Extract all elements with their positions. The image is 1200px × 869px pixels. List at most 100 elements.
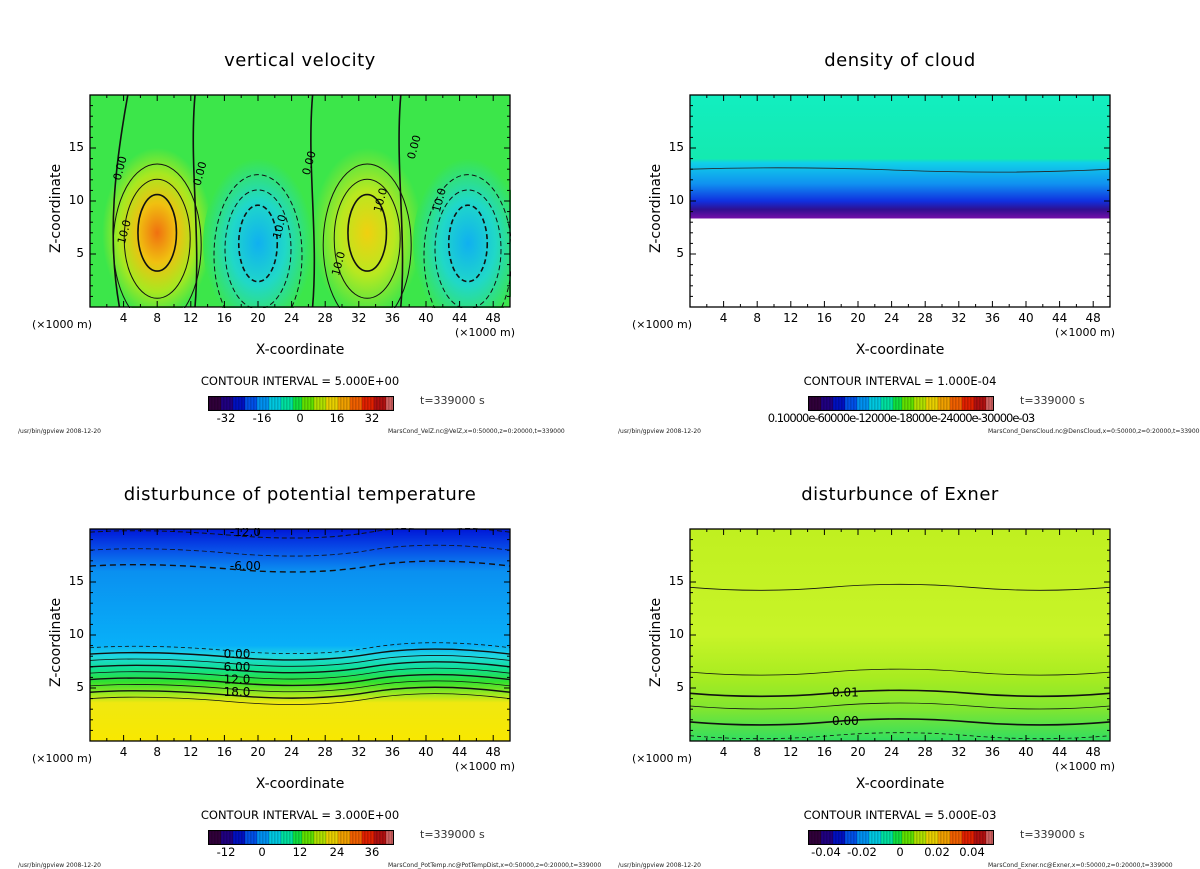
colorbar-tick-label: -16 <box>252 411 272 425</box>
contour-line <box>224 189 292 308</box>
x-tick-label: 4 <box>119 311 128 325</box>
contour-label: 10.0 <box>270 213 289 240</box>
colorbar-swatch <box>835 830 840 845</box>
footer-right: MarsCond_PotTemp.nc@PotTempDist,x=0:5000… <box>388 862 602 869</box>
colorbar-swatch <box>820 396 825 411</box>
zero-contour <box>310 94 316 308</box>
colorbar-swatch <box>988 830 993 845</box>
colorbar-swatch <box>910 830 915 845</box>
colorbar-swatch <box>352 830 357 845</box>
colorbar-swatch <box>934 396 939 411</box>
x-tick-label: 16 <box>216 745 233 759</box>
x-tick-label: 24 <box>283 745 300 759</box>
contour-label: -6.00 <box>230 559 261 573</box>
colorbar-swatch <box>358 830 363 845</box>
colorbar-swatch <box>919 830 924 845</box>
contour-label: 0.01 <box>832 685 859 699</box>
colorbar-tick-label: 0.04 <box>959 845 985 859</box>
y-tick-label: 5 <box>676 246 684 260</box>
contour-label: -12.0 <box>230 528 261 539</box>
colorbar <box>208 396 394 411</box>
colorbar-swatch <box>844 830 849 845</box>
colorbar-swatch <box>274 830 279 845</box>
colorbar-swatch <box>970 396 975 411</box>
contour-line <box>689 668 1111 676</box>
contour-line <box>89 673 511 687</box>
colorbar-swatch <box>829 830 834 845</box>
colorbar-swatch <box>268 396 273 411</box>
time-label: t=339000 s <box>420 394 485 407</box>
colorbar-swatch <box>868 830 873 845</box>
colorbar-swatch <box>283 396 288 411</box>
colorbar-swatch <box>244 396 249 411</box>
x-tick-label: 48 <box>485 311 501 325</box>
x-tick-label: 16 <box>216 311 233 325</box>
colorbar-swatch <box>922 396 927 411</box>
colorbar-swatch <box>361 396 366 411</box>
colorbar-swatch <box>811 830 816 845</box>
colorbar-swatch <box>382 396 387 411</box>
colorbar-swatch <box>946 396 951 411</box>
contour-line <box>89 528 511 539</box>
x-tick-label: 8 <box>753 745 762 759</box>
plot-area: 0.00 0.00 0.00 0.00 10.0 10.0 10.0 10.0 10.0 <box>89 94 511 308</box>
colorbar-swatch <box>298 830 303 845</box>
colorbar-swatch <box>826 396 831 411</box>
colorbar-swatch <box>898 830 903 845</box>
contour-line <box>89 686 511 699</box>
colorbar-swatch <box>973 830 978 845</box>
colorbar-swatch <box>985 396 990 411</box>
colorbar-swatch <box>904 830 909 845</box>
x-axis-label: X-coordinate <box>855 776 945 792</box>
contour-label: 0.00 <box>224 647 251 661</box>
contour-line <box>347 193 388 272</box>
colorbar-swatch <box>235 396 240 411</box>
colorbar-swatch <box>961 830 966 845</box>
colorbar-tick-label: -32 <box>216 411 236 425</box>
colorbar-swatch <box>886 396 891 411</box>
colorbar-swatch <box>283 830 288 845</box>
colorbar-swatch <box>253 830 258 845</box>
time-label: t=339000 s <box>420 828 485 841</box>
x-tick-label: 36 <box>984 311 1001 325</box>
colorbar-swatch <box>871 396 876 411</box>
colorbar-swatch <box>823 830 828 845</box>
colorbar-swatch <box>859 396 864 411</box>
x-tick-label: 44 <box>1051 311 1068 325</box>
colorbar-tick-label: -0.02 <box>847 845 877 859</box>
colorbar-swatch <box>958 830 963 845</box>
downdraft-cell <box>203 158 313 308</box>
updraft-cell <box>102 147 213 308</box>
contour-label: 18.0 <box>224 685 251 699</box>
colorbar-swatch <box>301 830 306 845</box>
colorbar-swatch <box>259 396 264 411</box>
x-unit-label-left: (×1000 m) <box>632 752 693 765</box>
colorbar-swatch <box>232 830 237 845</box>
colorbar-swatch <box>238 396 243 411</box>
colorbar-swatch <box>346 830 351 845</box>
x-unit-label-left: (×1000 m) <box>32 318 93 331</box>
colorbar-swatch <box>892 830 897 845</box>
colorbar-swatch <box>280 830 285 845</box>
colorbar-swatch <box>928 396 933 411</box>
x-unit-label-right: (×1000 m) <box>455 760 516 773</box>
footer-left: /usr/bin/gpview 2008-12-20 <box>618 428 701 435</box>
colorbar-swatch <box>931 396 936 411</box>
x-tick-label: 16 <box>816 745 833 759</box>
colorbar-swatch <box>925 396 930 411</box>
colorbar-swatch <box>337 396 342 411</box>
colorbar-swatch <box>298 396 303 411</box>
colorbar-swatch <box>928 830 933 845</box>
colorbar-swatch <box>931 830 936 845</box>
colorbar-swatch <box>235 830 240 845</box>
contour-line <box>89 544 511 557</box>
colorbar-swatch <box>364 396 369 411</box>
colorbar-swatch <box>277 830 282 845</box>
contour-interval-label: CONTOUR INTERVAL = 5.000E+00 <box>200 374 400 388</box>
colorbar-swatch <box>964 830 969 845</box>
colorbar-swatch <box>922 830 927 845</box>
colorbar-swatch <box>349 830 354 845</box>
colorbar-tick-label: 12 <box>292 845 308 859</box>
contour-label: 10.0 <box>115 218 134 245</box>
x-unit-label-left: (×1000 m) <box>632 318 693 331</box>
